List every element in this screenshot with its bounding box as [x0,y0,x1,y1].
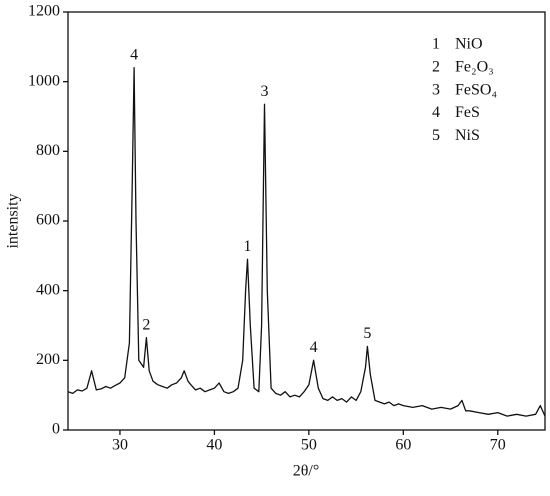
y-tick-label: 800 [36,142,60,159]
legend-number: 5 [432,127,440,144]
peak-label: 4 [130,46,138,63]
legend-name: Fe₂O₃ [455,58,494,75]
legend-number: 1 [432,36,440,53]
x-tick-label: 70 [490,437,506,454]
legend-number: 4 [432,104,440,121]
y-tick-label: 600 [36,212,60,229]
x-tick-label: 30 [112,437,128,454]
x-tick-label: 50 [301,437,317,454]
peak-label: 2 [142,316,150,333]
x-axis-label: 2θ/° [293,463,320,480]
y-tick-label: 1200 [28,3,60,20]
y-tick-label: 0 [52,421,60,438]
y-axis-label: intensity [5,193,22,248]
legend-number: 2 [432,58,440,75]
y-tick-label: 400 [36,281,60,298]
y-tick-label: 200 [36,351,60,368]
peak-label: 4 [310,339,318,356]
legend-number: 3 [432,81,440,98]
y-tick-label: 1000 [28,72,60,89]
legend-name: NiO [455,36,483,53]
peak-label: 3 [260,83,268,100]
legend-name: FeS [455,104,480,121]
data-line [67,67,546,417]
x-tick-label: 40 [206,437,222,454]
legend-name: NiS [455,127,480,144]
legend-name: FeSO₄ [455,81,497,98]
peak-label: 1 [243,238,251,255]
x-tick-label: 60 [395,437,411,454]
peak-label: 5 [363,325,371,342]
